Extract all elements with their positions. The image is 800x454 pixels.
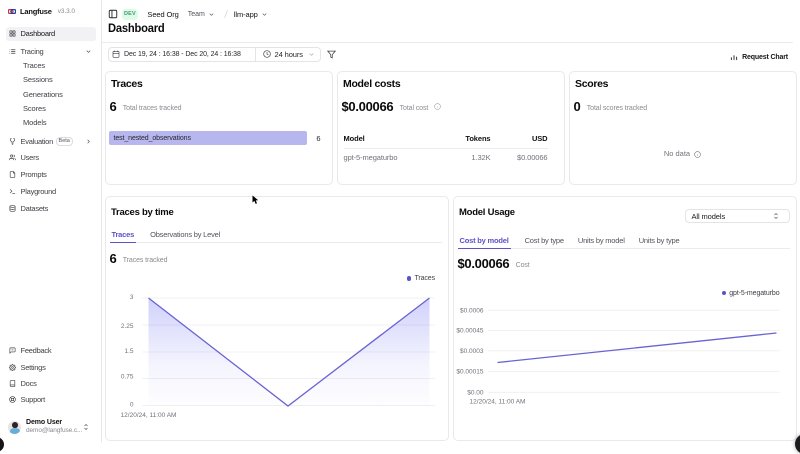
svg-text:0.75: 0.75 [120,374,133,381]
svg-text:$0.00045: $0.00045 [456,328,483,335]
svg-text:$0.00015: $0.00015 [456,369,483,376]
svg-text:12/20/24, 11:00 AM: 12/20/24, 11:00 AM [120,412,176,419]
svg-text:$0.0006: $0.0006 [460,307,484,314]
svg-text:2.25: 2.25 [120,323,133,330]
svg-text:0: 0 [129,402,133,409]
svg-text:$0.0003: $0.0003 [460,348,484,355]
svg-text:$0.00: $0.00 [467,390,484,397]
svg-text:12/20/24, 11:00 AM: 12/20/24, 11:00 AM [469,398,525,405]
svg-text:1.5: 1.5 [124,348,133,355]
svg-text:3: 3 [129,294,133,301]
